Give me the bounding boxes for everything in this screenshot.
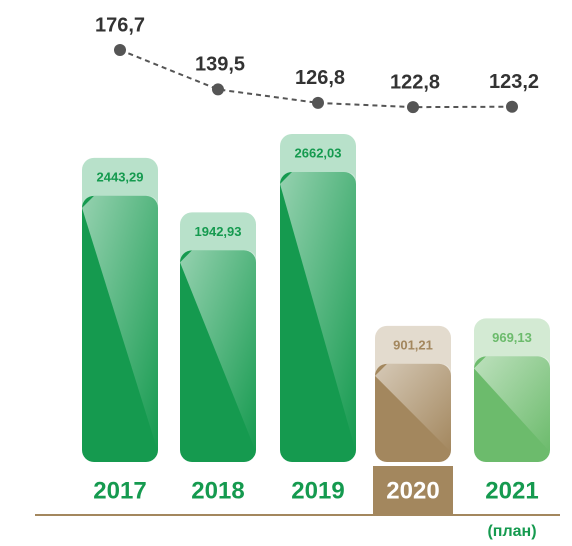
- x-tick-label: 2020: [386, 477, 439, 504]
- bar-sheen: [82, 195, 158, 452]
- x-tick-label: 2021: [485, 477, 538, 504]
- value-label: 901,21: [393, 337, 433, 352]
- value-label: 1942,93: [195, 224, 242, 239]
- line-value-label: 176,7: [95, 14, 145, 36]
- value-label: 2443,29: [97, 169, 144, 184]
- line-point: [212, 83, 224, 96]
- line-point: [114, 44, 126, 56]
- value-label: 969,13: [492, 330, 532, 345]
- value-label: 2662,03: [295, 145, 342, 160]
- year-highlight: [373, 466, 453, 515]
- x-tick-label: 2019: [291, 477, 344, 504]
- line-point: [506, 100, 518, 113]
- bar-sheen: [375, 363, 451, 452]
- line-value-label: 139,5: [195, 54, 245, 76]
- bar-sheen: [474, 356, 550, 452]
- line-value-label: 123,2: [489, 71, 539, 93]
- line: [119, 49, 513, 109]
- x-tick-label: 2018: [191, 477, 244, 504]
- bar-sheen: [180, 250, 256, 452]
- bar-sheen: [280, 172, 356, 452]
- line-point: [312, 96, 324, 109]
- line-point: [407, 101, 419, 114]
- line-value-label: 126,8: [295, 67, 345, 89]
- annotation: (план): [487, 523, 536, 540]
- x-tick-label: 2017: [93, 477, 146, 504]
- line-value-label: 122,8: [390, 71, 440, 93]
